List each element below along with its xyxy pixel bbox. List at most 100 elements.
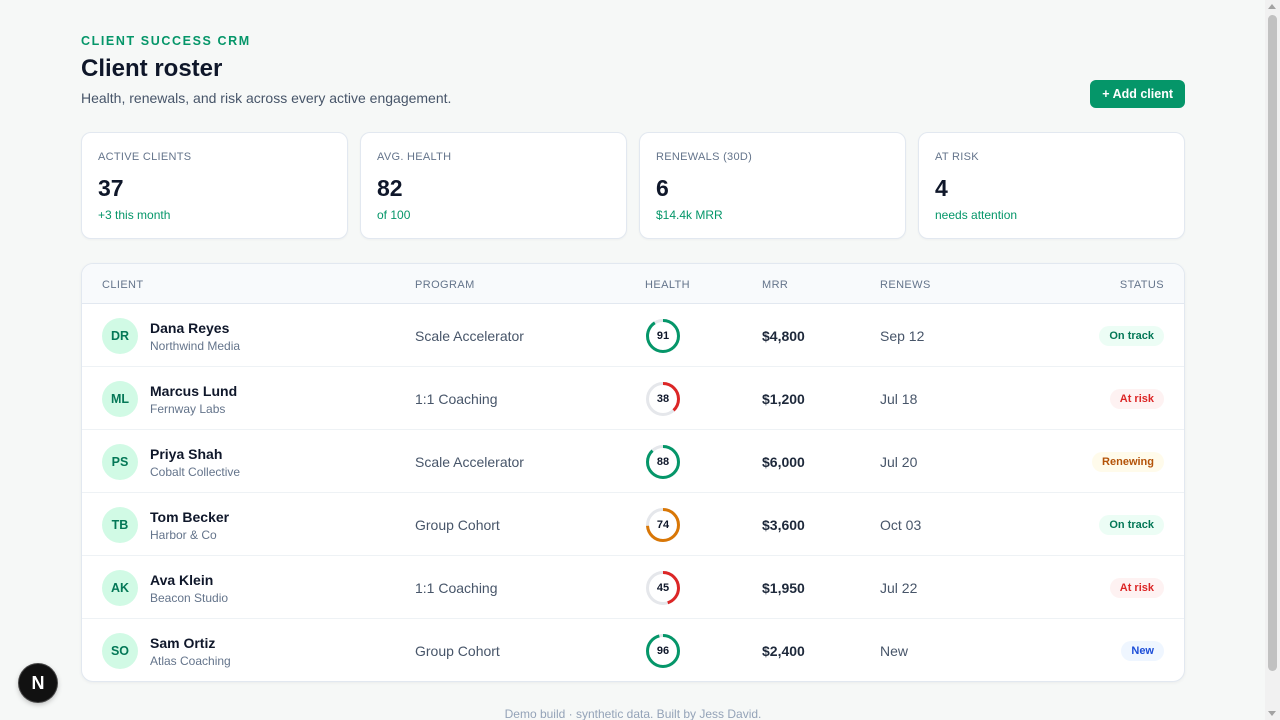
client-name[interactable]: Priya Shah [150,446,223,462]
table-row[interactable]: TB Tom Becker Harbor & Co Group Cohort 74 $3,… [82,493,1184,556]
client-program: 1:1 Coaching [415,580,498,596]
stat-sub: of 100 [377,208,411,222]
health-ring-arc [646,571,680,605]
client-mrr: $4,800 [762,328,805,344]
client-program: Group Cohort [415,517,500,533]
avatar: ML [102,381,138,417]
status-badge: At risk [1109,389,1164,409]
table-row[interactable]: ML Marcus Lund Fernway Labs 1:1 Coaching 38 $… [82,367,1184,430]
client-renews: Jul 20 [880,454,918,470]
avatar: TB [102,507,138,543]
status-badge: On track [1099,515,1164,535]
health-ring-arc [646,445,680,479]
health-ring-arc [646,508,680,542]
column-header-renews[interactable]: RENEWS [880,279,931,291]
stat-label: AVG. HEALTH [377,151,452,163]
client-name[interactable]: Sam Ortiz [150,635,216,651]
stat-card-active-clients: ACTIVE CLIENTS 37 +3 this month [81,132,348,239]
column-header-program[interactable]: PROGRAM [415,279,475,291]
client-renews: Sep 12 [880,328,925,344]
health-score: 96 [656,645,670,657]
avatar: SO [102,633,138,669]
client-mrr: $3,600 [762,517,805,533]
stats-row: ACTIVE CLIENTS 37 +3 this month AVG. HEA… [81,132,1185,239]
client-name[interactable]: Ava Klein [150,572,214,588]
scroll-down-arrow-icon[interactable] [1268,711,1276,716]
client-program: Scale Accelerator [415,328,524,344]
status-badge: New [1121,641,1164,661]
column-header-client[interactable]: CLIENT [102,279,144,291]
stat-sub: +3 this month [98,208,171,222]
stat-value: 37 [98,175,124,201]
stat-label: AT RISK [935,151,979,163]
stat-card-renewals: RENEWALS (30D) 6 $14.4k MRR [639,132,906,239]
column-header-status[interactable]: STATUS [1119,279,1164,291]
app-eyebrow: CLIENT SUCCESS CRM [81,34,251,48]
client-company: Northwind Media [150,339,241,353]
scroll-thumb[interactable] [1268,15,1277,671]
client-renews: Oct 03 [880,517,922,533]
health-ring-arc [646,634,680,668]
stat-value: 4 [935,175,948,201]
client-company: Atlas Coaching [150,654,231,668]
health-ring: 74 [645,507,681,543]
client-mrr: $1,950 [762,580,805,596]
table-row[interactable]: AK Ava Klein Beacon Studio 1:1 Coaching 45 $1… [82,556,1184,619]
column-header-mrr[interactable]: MRR [762,279,789,291]
client-program: Scale Accelerator [415,454,524,470]
page-subtitle: Health, renewals, and risk across every … [81,90,452,106]
client-company: Fernway Labs [150,402,226,416]
client-mrr: $6,000 [762,454,805,470]
stat-value: 6 [656,175,669,201]
client-name[interactable]: Dana Reyes [150,320,230,336]
stat-label: RENEWALS (30D) [656,151,753,163]
health-ring-graphic [646,508,680,542]
status-badge: At risk [1109,578,1164,598]
page-title: Client roster [81,55,223,82]
client-name[interactable]: Marcus Lund [150,383,238,399]
client-mrr: $1,200 [762,391,805,407]
health-score: 45 [656,582,670,594]
column-header-health[interactable]: HEALTH [645,279,690,291]
client-name[interactable]: Tom Becker [150,509,230,525]
health-ring-graphic [646,571,680,605]
health-ring-arc [646,319,680,353]
client-company: Beacon Studio [150,591,229,605]
client-renews: New [880,643,909,659]
health-ring-arc [646,382,680,416]
scroll-up-arrow-icon[interactable] [1268,4,1276,9]
health-ring-graphic [646,634,680,668]
health-score: 91 [656,330,670,342]
status-badge: Renewing [1092,452,1164,472]
client-program: Group Cohort [415,643,500,659]
table-row[interactable]: PS Priya Shah Cobalt Collective Scale Accel… [82,430,1184,493]
health-ring: 96 [645,633,681,669]
table-row[interactable]: SO Sam Ortiz Atlas Coaching Group Cohort 96 $… [82,619,1184,681]
stat-value: 82 [377,175,403,201]
health-ring-graphic [646,319,680,353]
client-program: 1:1 Coaching [415,391,498,407]
stat-card-avg-health: AVG. HEALTH 82 of 100 [360,132,627,239]
health-ring: 38 [645,381,681,417]
client-table: CLIENT PROGRAM HEALTH MRR RENEWS STATUS … [81,263,1185,682]
health-ring-graphic [646,382,680,416]
health-score: 38 [656,393,670,405]
stat-card-at-risk: AT RISK 4 needs attention [918,132,1185,239]
footer-note: Demo build · synthetic data. Built by Je… [504,707,762,720]
client-mrr: $2,400 [762,643,805,659]
avatar: DR [102,318,138,354]
table-row[interactable]: DR Dana Reyes Northwind Media Scale Acceler… [82,304,1184,367]
page-scrollbar[interactable] [1265,0,1280,720]
health-score: 74 [656,519,670,531]
client-company: Harbor & Co [150,528,217,542]
health-ring: 45 [645,570,681,606]
client-renews: Jul 18 [880,391,918,407]
status-badge: On track [1099,326,1164,346]
add-client-button[interactable]: + Add client [1090,80,1185,108]
health-score: 88 [656,456,670,468]
dev-tools-badge[interactable]: N [19,664,57,702]
client-company: Cobalt Collective [150,465,241,479]
health-ring-graphic [646,445,680,479]
table-header: CLIENT PROGRAM HEALTH MRR RENEWS STATUS [82,264,1184,304]
stat-sub: $14.4k MRR [656,208,723,222]
